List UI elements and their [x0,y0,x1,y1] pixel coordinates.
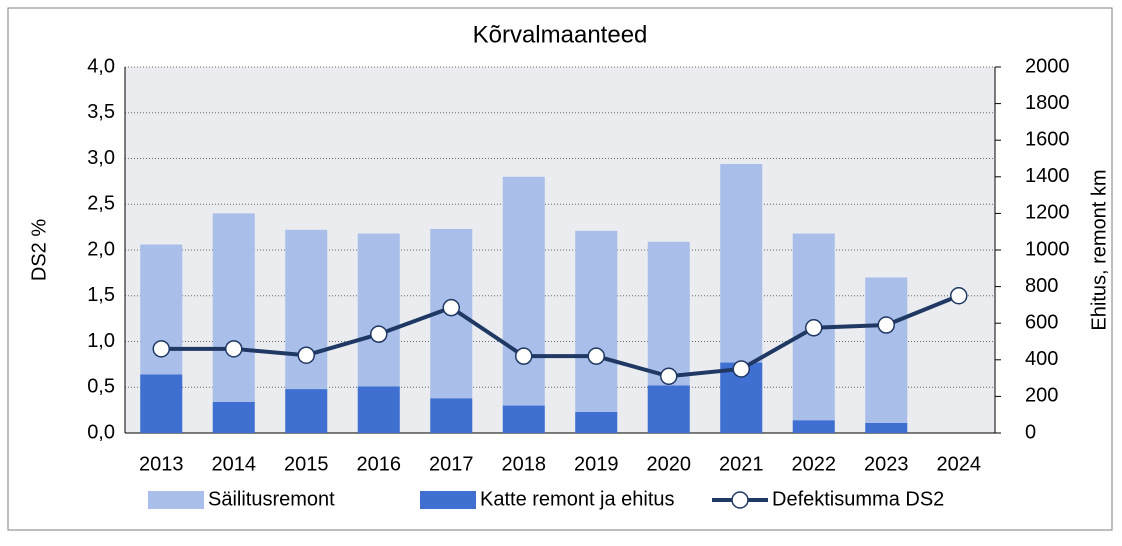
marker [370,325,388,343]
y2-tick-label: 1000 [1025,238,1070,260]
marker [805,319,823,337]
marker [950,287,968,305]
marker [152,340,170,358]
y2-tick-label: 600 [1025,311,1058,333]
y-tick-label: 1,0 [87,330,115,352]
x-tick-label: 2022 [792,453,837,475]
line [161,293,960,379]
y2-tick-label: 1400 [1025,165,1070,187]
y-tick-label: 2,5 [87,193,115,215]
x-tick-label: 2019 [574,453,619,475]
bar [502,176,545,406]
y-tick-label: 0,0 [87,421,115,443]
y-tick-label: 3,0 [87,147,115,169]
x-tick-label: 2021 [719,453,764,475]
x-tick-label: 2024 [937,453,982,475]
bar [575,411,618,433]
x-tick-label: 2014 [212,453,257,475]
x-tick-label: 2020 [647,453,692,475]
y2-axis-label: Ehitus, remont km [1088,169,1110,330]
bar [502,405,545,433]
bar [720,163,763,363]
marker [877,316,895,334]
y2-tick-label: 200 [1025,385,1058,407]
marker [587,347,605,365]
bar [285,389,328,433]
bar [212,401,255,433]
x-tick-label: 2016 [357,453,402,475]
bar [792,420,835,433]
chart-title: Kõrvalmaanteed [473,21,648,48]
marker [225,340,243,358]
bar [430,398,473,433]
y2-tick-label: 1800 [1025,92,1070,114]
marker [660,367,678,386]
y2-tick-label: 800 [1025,275,1058,297]
marker [732,360,750,378]
bar [212,213,255,402]
bar [357,386,400,433]
x-tick-label: 2023 [864,453,909,475]
y2-tick-label: 1600 [1025,128,1070,150]
bar [865,277,908,423]
bar [575,230,618,412]
bar [357,233,400,387]
bar [647,385,690,433]
bar [865,422,908,433]
y-tick-label: 1,5 [87,284,115,306]
legend-label: Säilitusremont [208,488,335,510]
legend-marker [731,491,749,509]
y-tick-label: 0,5 [87,376,115,398]
legend-label: Defektisumma DS2 [772,488,944,510]
y-axis-label: DS2 % [28,219,50,281]
legend-swatch [420,491,476,509]
bar [140,374,183,433]
bar [647,241,690,386]
y2-tick-label: 2000 [1025,55,1070,77]
marker [442,298,460,317]
x-tick-label: 2015 [284,453,329,475]
y2-tick-label: 1200 [1025,202,1070,224]
y-tick-label: 4,0 [87,55,115,77]
legend-swatch [148,491,204,509]
x-tick-label: 2013 [139,453,184,475]
legend-label: Katte remont ja ehitus [480,488,675,510]
x-tick-label: 2018 [502,453,547,475]
marker [515,347,533,365]
y-tick-label: 2,0 [87,238,115,260]
y2-tick-label: 0 [1025,421,1036,443]
x-tick-label: 2017 [429,453,474,475]
y-tick-label: 3,5 [87,101,115,123]
marker [297,346,315,364]
bar [285,229,328,390]
y2-tick-label: 400 [1025,348,1058,370]
